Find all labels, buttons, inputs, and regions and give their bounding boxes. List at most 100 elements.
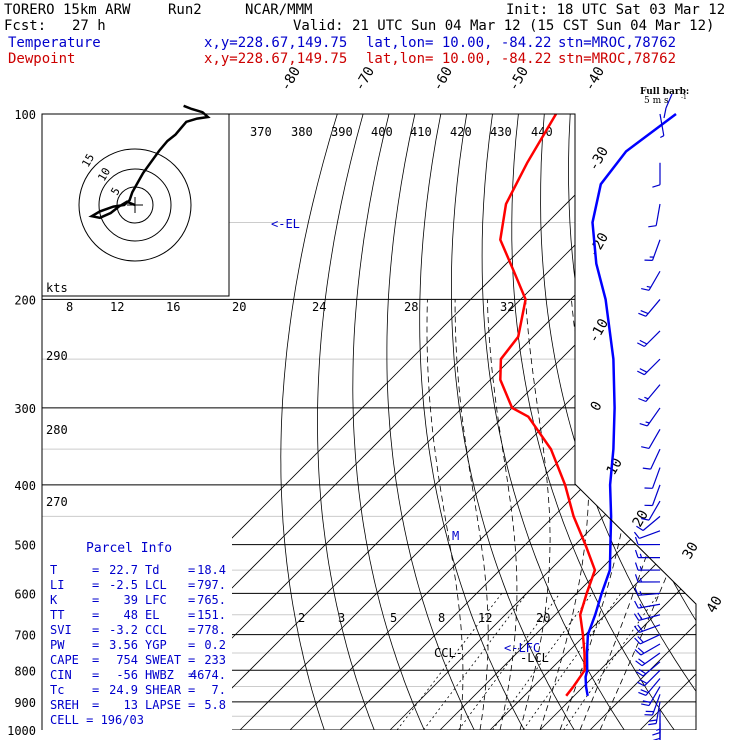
org-label: NCAR/MMM (245, 2, 313, 18)
mixing-ratio-line (396, 593, 503, 730)
isotherm-label: -20 (586, 230, 613, 260)
parcel-value: 778. (197, 623, 226, 637)
wind-barb-staff (651, 467, 661, 489)
parcel-key: Tc (50, 683, 64, 697)
dry-adiabat-line (317, 114, 380, 730)
wind-barb-flag (656, 728, 661, 731)
ccl-annotation: CCL- (434, 646, 463, 660)
wind-barb-flag (637, 681, 645, 687)
parcel-key: LAPSE (145, 698, 181, 712)
parcel-row: K = 39 LFC = 765. (50, 593, 226, 607)
dry-adiabat-label: 380 (291, 125, 313, 139)
parcel-eq: = (188, 698, 195, 712)
parcel-key: LCL (145, 578, 167, 592)
parcel-eq: = (188, 608, 195, 622)
dry-adiabat-line (386, 114, 482, 730)
dry-adiabat-line (481, 114, 634, 730)
wind-barb-staff (648, 686, 661, 706)
wind-barb (641, 686, 661, 707)
el-annotation: <-EL (271, 217, 300, 231)
isotherm-line (539, 114, 696, 730)
isotherm-label: -80 (278, 64, 305, 94)
wind-barb-staff (655, 701, 661, 724)
parcel-value: 18.4 (197, 563, 226, 577)
mixing-ratio-label: 5 (390, 611, 397, 625)
parcel-row: CAPE = 754 SWEAT = 233 (50, 653, 226, 667)
lcl-annotation: -LCL (520, 651, 549, 665)
wind-barb-staff (639, 530, 661, 539)
parcel-value: 7. (212, 683, 226, 697)
wind-barb (635, 652, 661, 667)
wind-barb (641, 429, 661, 449)
wind-barb (634, 587, 661, 596)
hodograph-ring-label-15: 15 (79, 152, 97, 170)
dry-adiabat-line (352, 114, 431, 730)
wind-barb-flag (637, 612, 643, 620)
parcel-eq: = (92, 698, 99, 712)
parcel-eq: = (188, 578, 195, 592)
wind-barb-flag (640, 689, 649, 694)
wind-barb-staff (650, 448, 661, 470)
wind-barb (634, 634, 661, 645)
parcel-info-title: Parcel Info (86, 541, 172, 556)
model-name: TORERO 15km ARW (4, 2, 131, 18)
wind-barb-flag (639, 591, 643, 596)
wind-barb-staff (638, 614, 661, 621)
dry-adiabat-label: 270 (46, 495, 68, 509)
wind-barb-flag (652, 184, 661, 188)
wind-barb-flag (635, 660, 643, 667)
parcel-eq: = (92, 638, 99, 652)
mixing-ratio-label: 12 (478, 611, 492, 625)
parcel-row: PW = 3.56 YGP = 0.2 (50, 638, 226, 652)
wind-barb-flag (640, 310, 649, 315)
wind-barb (634, 574, 661, 583)
wind-barb (652, 710, 661, 736)
parcel-key: LI (50, 578, 64, 592)
dry-adiabat-label: 410 (410, 125, 432, 139)
wind-barb-flag (638, 658, 646, 665)
parcel-key: Td (145, 563, 159, 577)
parcel-key: T (50, 563, 57, 577)
pressure-tick-label: 500 (14, 539, 36, 553)
parcel-eq: = (92, 668, 99, 682)
wind-barb-staff (645, 299, 661, 317)
parcel-key: SVI (50, 623, 72, 637)
latlon-dew: lat,lon= 10.00, -84.22 (366, 51, 552, 67)
parcel-eq: = (188, 683, 195, 697)
wind-barb-staff (645, 384, 661, 402)
wind-barb-flag (639, 368, 648, 373)
parcel-row: SREH = 13 LAPSE = 5.8 (50, 698, 226, 712)
wind-barb-flag (634, 649, 642, 656)
isotherm-label: 30 (680, 539, 702, 562)
isotherm-label: -70 (352, 64, 379, 94)
wind-barb-flag (639, 679, 648, 684)
pressure-tick-label: 900 (14, 696, 36, 710)
parcel-value: 151. (197, 608, 226, 622)
wind-barb-staff (648, 429, 661, 449)
isotherm-label: 20 (630, 507, 652, 530)
parcel-row: T = 22.7 Td = 18.4 (50, 563, 226, 577)
hodograph-ring-label-10: 10 (95, 166, 113, 184)
station-dew: stn=MROC,78762 (558, 51, 677, 67)
wind-barb (644, 467, 661, 489)
wind-barb-staff (638, 603, 661, 609)
parcel-eq: = (188, 653, 195, 667)
wind-barb (634, 562, 661, 571)
wind-barb-flag (648, 719, 657, 722)
wind-barb (641, 270, 661, 291)
wind-barb (637, 330, 661, 348)
barb-key-title: Full barb: (640, 87, 689, 97)
dry-adiabat-line (673, 114, 696, 730)
wind-barb-staff (659, 113, 665, 136)
parcel-value: 4674. (190, 668, 226, 682)
wind-barb-flag (633, 531, 640, 539)
parcel-eq: = (188, 563, 195, 577)
wind-barb-flag (634, 574, 639, 583)
isotherm-line (639, 114, 696, 730)
wind-barb-flag (637, 370, 645, 376)
dry-adiabat-line (419, 114, 532, 730)
wind-barb (638, 299, 661, 317)
wind-barb-staff (646, 407, 661, 427)
parcel-key: LFC (145, 593, 167, 607)
